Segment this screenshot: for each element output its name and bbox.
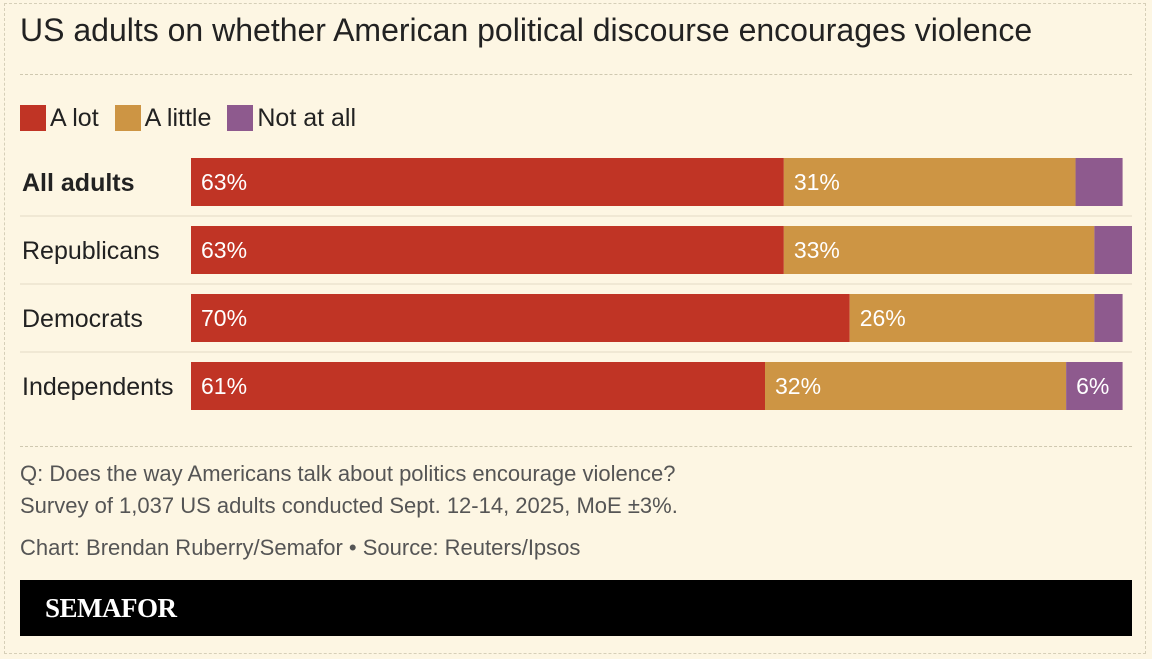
legend-label-a-lot: A lot (50, 103, 99, 132)
legend-swatch-not-at-all (227, 105, 254, 131)
bar-segment-all-adults-a-little (783, 158, 1076, 206)
data-label-republicans-a-little: 33% (794, 237, 840, 263)
legend-label-not-at-all: Not at all (257, 103, 357, 132)
bar-segment-republicans-a-little (783, 226, 1095, 274)
data-label-republicans-a-lot: 63% (201, 237, 247, 263)
bar-segment-democrats-a-lot (191, 294, 850, 342)
brand-logo: SEMAFOR (45, 593, 177, 623)
bar-segment-independents-a-little (765, 362, 1067, 410)
data-label-independents-a-lot: 61% (201, 373, 247, 399)
data-label-democrats-a-little: 26% (860, 305, 906, 331)
bar-segment-independents-not-at-all (1066, 362, 1123, 410)
data-label-independents-not-at-all: 6% (1076, 373, 1109, 399)
category-label-independents: Independents (22, 373, 174, 401)
data-label-all-adults-a-lot: 63% (201, 169, 247, 195)
bar-segment-democrats-a-little (849, 294, 1095, 342)
data-label-all-adults-a-little: 31% (794, 169, 840, 195)
legend-label-a-little: A little (144, 103, 212, 132)
data-label-independents-a-little: 32% (775, 373, 821, 399)
legend-item-not-at-all: Not at all (227, 104, 356, 133)
survey-details: Survey of 1,037 US adults conducted Sept… (20, 493, 678, 518)
bar-segment-independents-a-lot (191, 362, 766, 410)
data-label-democrats-a-lot: 70% (201, 305, 247, 331)
title-divider (20, 74, 1132, 75)
footer-bar: SEMAFOR (20, 580, 1132, 636)
notes-divider (20, 446, 1132, 447)
chart-frame (4, 3, 1146, 654)
category-label-all-adults: All adults (22, 169, 135, 197)
legend-swatch-a-little (114, 105, 141, 131)
stacked-bar-chart: All adults 63% 31% Republicans 63% 33% Democra… (20, 158, 1132, 410)
survey-question: Q: Does the way Americans talk about pol… (20, 461, 676, 486)
legend-swatch-a-lot (20, 105, 46, 131)
bar-segment-all-adults-not-at-all (1075, 158, 1123, 206)
chart-title: US adults on whether American political … (20, 12, 1033, 48)
bar-segment-all-adults-a-lot (191, 158, 784, 206)
category-label-republicans: Republicans (22, 237, 160, 265)
legend-item-a-lot: A lot (20, 104, 99, 133)
bar-segment-republicans-a-lot (191, 226, 784, 274)
legend: A lot A little Not at all (20, 103, 372, 133)
chart-credit: Chart: Brendan Ruberry/Semafor • Source:… (20, 535, 581, 560)
bar-segment-democrats-not-at-all (1094, 294, 1123, 342)
legend-item-a-little: A little (114, 103, 212, 133)
bar-segment-republicans-not-at-all (1094, 226, 1132, 274)
category-label-democrats: Democrats (22, 305, 143, 333)
